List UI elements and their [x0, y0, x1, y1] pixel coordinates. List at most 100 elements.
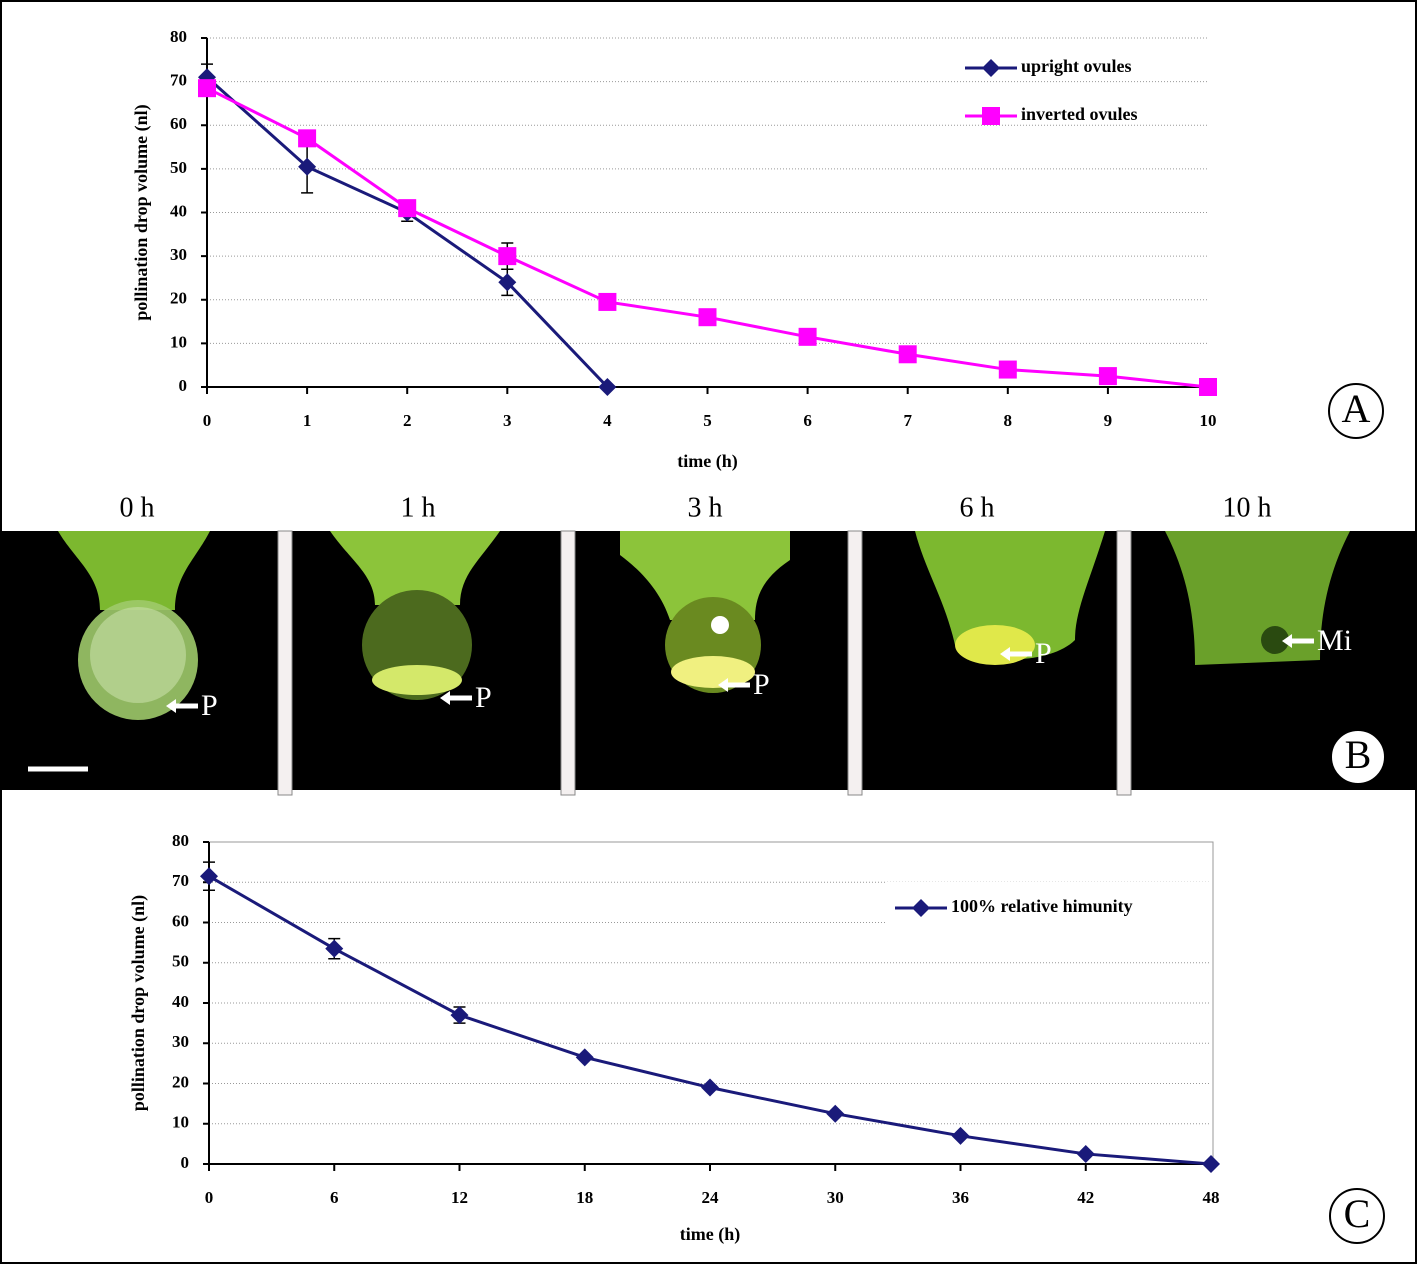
photo-time: 10 h: [1223, 492, 1272, 523]
y-tick-label: 20: [172, 1072, 189, 1091]
photo-3: [620, 531, 790, 693]
x-tick-label: 1: [303, 411, 312, 430]
x-tick-label: 48: [1203, 1188, 1220, 1207]
photo-label: P: [753, 668, 770, 701]
legend-label: upright ovules: [1021, 56, 1132, 76]
photo-label: P: [475, 681, 492, 714]
marker: [498, 273, 517, 292]
y-tick-label: 20: [170, 289, 187, 308]
y-tick-label: 30: [170, 245, 187, 264]
x-tick-label: 0: [203, 411, 212, 430]
legend-label: inverted ovules: [1021, 104, 1138, 124]
marker: [598, 292, 617, 311]
photo-time: 6 h: [960, 492, 995, 523]
marker: [698, 308, 717, 327]
x-tick-label: 2: [403, 411, 412, 430]
panel-circle: [1329, 1188, 1385, 1244]
arrow-head: [166, 699, 176, 713]
x-tick-label: 6: [803, 411, 812, 430]
photo-time: 3 h: [688, 492, 723, 523]
marker: [998, 360, 1017, 379]
marker: [200, 867, 218, 886]
x-tick-label: 7: [903, 411, 912, 430]
x-tick-label: 12: [451, 1188, 468, 1207]
marker: [701, 1078, 719, 1097]
separator: [277, 530, 293, 796]
x-tick-label: 9: [1104, 411, 1113, 430]
marker: [1199, 378, 1217, 396]
y-tick-label: 70: [170, 71, 187, 90]
y-tick-label: 50: [172, 952, 189, 971]
panel-circle: [1330, 729, 1386, 785]
y-axis-label: pollination drop volume (nl): [128, 895, 149, 1111]
marker: [898, 345, 917, 364]
x-tick-label: 5: [703, 411, 712, 430]
marker: [1202, 1155, 1220, 1173]
marker: [198, 79, 216, 98]
marker: [951, 1126, 970, 1145]
y-tick-label: 80: [172, 831, 189, 850]
legend-label: 100% relative himunity: [951, 896, 1133, 916]
arrow-head: [440, 691, 450, 705]
x-tick-label: 24: [702, 1188, 720, 1207]
y-tick-label: 60: [172, 911, 189, 930]
marker: [450, 1006, 469, 1025]
y-tick-label: 60: [170, 114, 187, 133]
arrow-head: [1000, 647, 1010, 661]
y-tick-label: 40: [172, 992, 189, 1011]
y-tick-label: 10: [170, 332, 187, 351]
marker: [798, 327, 817, 346]
x-tick-label: 18: [576, 1188, 593, 1207]
panel-circle: [1328, 383, 1384, 439]
marker: [1098, 367, 1117, 386]
y-tick-label: 0: [181, 1153, 190, 1172]
marker: [498, 247, 517, 266]
marker: [298, 157, 317, 176]
y-tick-label: 0: [179, 376, 188, 395]
panel-label: B: [1345, 732, 1372, 777]
legend-marker: [912, 899, 930, 917]
photo-1: [58, 531, 210, 720]
x-tick-label: 6: [330, 1188, 339, 1207]
photo-2: [330, 531, 500, 700]
marker: [1076, 1144, 1095, 1163]
photo-time: 1 h: [401, 492, 436, 523]
y-tick-label: 40: [170, 201, 187, 220]
x-tick-label: 36: [952, 1188, 969, 1207]
photo-label: P: [201, 689, 218, 722]
marker: [325, 939, 344, 958]
photo-strip: [0, 530, 1417, 796]
separator: [560, 530, 576, 796]
marker: [298, 129, 317, 148]
x-tick-label: 8: [1004, 411, 1013, 430]
photo-label: Mi: [1317, 624, 1352, 657]
y-tick-label: 80: [170, 27, 187, 46]
x-tick-label: 10: [1200, 411, 1217, 430]
separator: [1116, 530, 1132, 796]
arrow-head: [718, 678, 728, 692]
x-tick-label: 4: [603, 411, 612, 430]
photo-5: [1165, 531, 1350, 665]
legend-marker: [982, 107, 1000, 125]
marker: [598, 378, 617, 396]
separator: [847, 530, 863, 796]
marker: [398, 199, 417, 218]
marker: [826, 1104, 845, 1123]
y-axis-label: pollination drop volume (nl): [131, 104, 152, 320]
panel-label: A: [1342, 386, 1371, 431]
x-axis-label: time (h): [677, 451, 737, 472]
x-tick-label: 3: [503, 411, 512, 430]
y-tick-label: 30: [172, 1032, 189, 1051]
panel-label: C: [1344, 1191, 1371, 1236]
photo-label: P: [1035, 637, 1052, 670]
arrow-head: [1282, 634, 1292, 648]
marker: [575, 1048, 594, 1067]
x-tick-label: 30: [827, 1188, 844, 1207]
legend-marker: [982, 59, 1000, 77]
photo-time: 0 h: [120, 492, 155, 523]
x-axis-label: time (h): [680, 1224, 740, 1245]
x-tick-label: 0: [205, 1188, 214, 1207]
y-tick-label: 10: [172, 1113, 189, 1132]
x-tick-label: 42: [1077, 1188, 1094, 1207]
